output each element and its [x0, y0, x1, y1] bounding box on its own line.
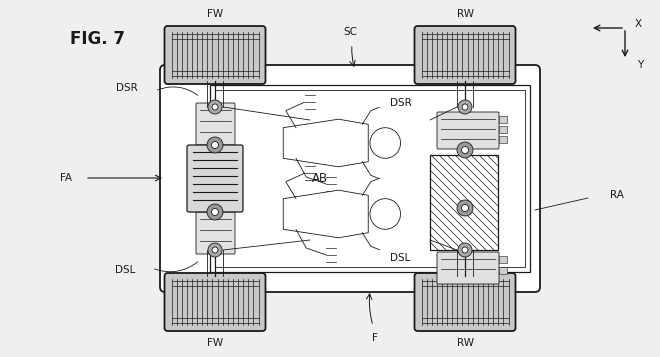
FancyBboxPatch shape — [414, 273, 515, 331]
Polygon shape — [283, 190, 368, 238]
FancyBboxPatch shape — [164, 26, 265, 84]
Bar — [499, 136, 507, 143]
Text: RW: RW — [457, 338, 473, 348]
Circle shape — [462, 247, 468, 253]
Circle shape — [457, 142, 473, 158]
FancyBboxPatch shape — [160, 65, 540, 292]
FancyBboxPatch shape — [196, 103, 235, 145]
Text: F: F — [372, 333, 378, 343]
FancyBboxPatch shape — [164, 273, 265, 331]
Circle shape — [458, 100, 472, 114]
Text: DSR: DSR — [390, 98, 412, 108]
Circle shape — [461, 146, 469, 154]
Circle shape — [457, 200, 473, 216]
Bar — [499, 116, 507, 123]
Text: DSL: DSL — [390, 253, 411, 263]
Bar — [499, 267, 507, 274]
Circle shape — [212, 247, 218, 253]
Circle shape — [462, 104, 468, 110]
FancyBboxPatch shape — [196, 212, 235, 254]
Text: DSR: DSR — [116, 83, 138, 93]
Circle shape — [207, 204, 223, 220]
FancyBboxPatch shape — [437, 112, 499, 149]
Polygon shape — [283, 119, 368, 167]
Circle shape — [208, 100, 222, 114]
Text: AB: AB — [312, 171, 328, 185]
Circle shape — [211, 208, 218, 216]
Circle shape — [370, 199, 401, 229]
Bar — [499, 256, 507, 263]
Text: RW: RW — [457, 9, 473, 19]
FancyBboxPatch shape — [414, 26, 515, 84]
FancyBboxPatch shape — [437, 252, 499, 284]
Bar — [210, 85, 530, 272]
Bar — [499, 126, 507, 133]
Circle shape — [211, 141, 218, 149]
Circle shape — [212, 104, 218, 110]
Circle shape — [461, 205, 469, 211]
Text: Y: Y — [637, 60, 643, 70]
Text: SC: SC — [343, 27, 357, 37]
Bar — [430, 155, 498, 250]
Bar — [215, 90, 525, 267]
FancyBboxPatch shape — [187, 145, 243, 212]
Text: X: X — [634, 19, 642, 29]
Circle shape — [208, 243, 222, 257]
Circle shape — [207, 137, 223, 153]
Text: FA: FA — [60, 173, 72, 183]
Text: CL: CL — [457, 193, 473, 206]
Text: DSL: DSL — [115, 265, 135, 275]
Circle shape — [370, 128, 401, 158]
Text: FW: FW — [207, 9, 223, 19]
Text: FIG. 7: FIG. 7 — [70, 30, 125, 48]
Text: RA: RA — [610, 190, 624, 200]
Circle shape — [458, 243, 472, 257]
Text: FW: FW — [207, 338, 223, 348]
